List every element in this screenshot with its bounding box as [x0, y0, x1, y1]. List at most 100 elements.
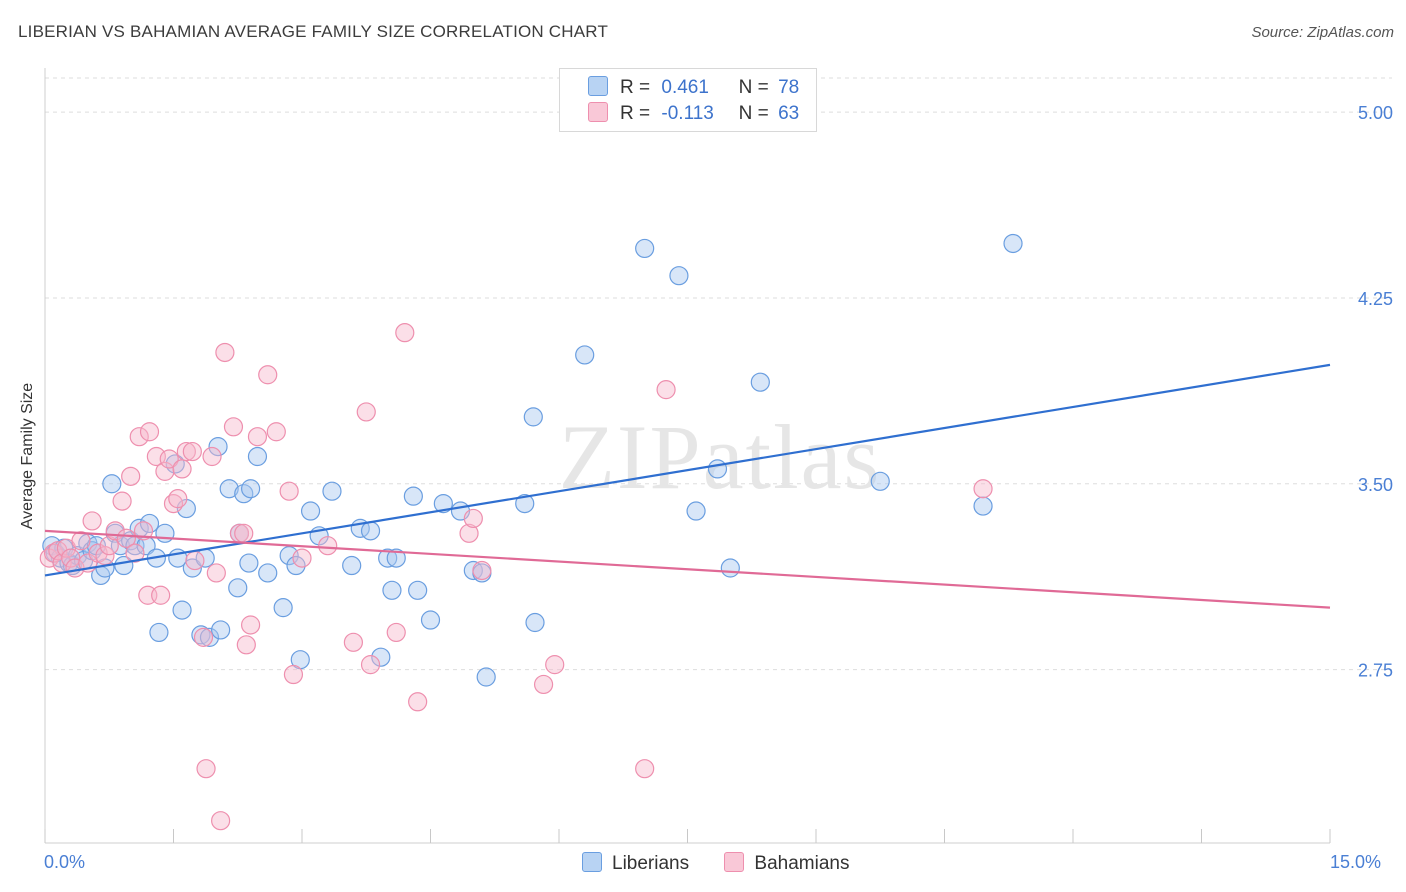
bahamians-point	[343, 632, 363, 652]
liberians-point	[525, 612, 545, 633]
y-tick-label: 2.75	[1358, 661, 1393, 681]
bahamians-point	[234, 523, 254, 543]
bahamians-point	[223, 417, 244, 437]
bahamians-point	[172, 459, 192, 479]
liberians-point	[476, 667, 496, 687]
legend-row-liberians: R = 0.461 N = 78	[588, 76, 799, 100]
bahamians-point	[360, 655, 381, 675]
legend-item-bahamians[interactable]: Bahamians	[724, 852, 849, 875]
bahamians-point	[386, 622, 406, 643]
chart-title: LIBERIAN VS BAHAMIAN AVERAGE FAMILY SIZE…	[18, 22, 609, 41]
liberians-point	[750, 372, 770, 392]
liberians-point	[172, 600, 192, 620]
bahamians-point	[318, 536, 338, 556]
liberians-point	[707, 459, 728, 479]
liberians-point	[686, 501, 706, 521]
bahamians-point	[185, 550, 205, 571]
bahamians-point	[116, 528, 136, 548]
y-tick-label: 4.25	[1358, 289, 1393, 309]
liberians-point	[635, 238, 655, 259]
bahamians-point	[151, 585, 171, 605]
bahamians-n-value: 63	[778, 103, 800, 124]
liberians-point	[669, 266, 689, 286]
bahamians-point	[283, 664, 304, 685]
bahamians-point	[202, 446, 222, 467]
bahamians-point	[258, 365, 278, 385]
liberians-point	[720, 558, 740, 578]
liberians-legend-swatch	[582, 852, 602, 872]
liberians-point	[360, 521, 381, 541]
bahamians-point	[472, 560, 492, 581]
y-axis-label: Average Family Size	[19, 382, 36, 530]
liberians-point	[149, 622, 169, 643]
watermark: ZIPatlas	[559, 406, 882, 508]
gridlines	[45, 77, 1392, 671]
liberians-point	[371, 647, 391, 667]
bahamians-point	[139, 422, 160, 442]
y-tick-label: 5.00	[1358, 103, 1393, 123]
bahamians-point	[129, 427, 149, 447]
liberians-trend-line	[44, 363, 1331, 577]
trend-lines	[44, 363, 1331, 609]
liberians-point	[102, 474, 122, 494]
x-tick-label-max: 15.0%	[1330, 852, 1382, 872]
liberians-point	[199, 627, 220, 647]
liberians-n-value: 78	[778, 77, 800, 98]
bahamians-point	[121, 466, 141, 486]
bahamians-point	[236, 635, 256, 655]
legend-item-liberians[interactable]: Liberians	[582, 852, 689, 875]
bahamians-point	[71, 531, 91, 551]
liberians-point	[300, 501, 321, 521]
liberians-point	[228, 578, 248, 598]
bahamians-point	[545, 655, 565, 675]
liberians-point	[241, 479, 261, 499]
liberians-point	[208, 437, 228, 457]
liberians-point	[182, 558, 202, 578]
liberians-point	[211, 620, 231, 640]
liberians-point	[382, 580, 402, 600]
series-legend: Liberians Bahamians	[582, 852, 879, 875]
liberians-point	[273, 598, 293, 618]
bahamians-point	[463, 508, 483, 529]
liberians-point	[155, 523, 175, 543]
bahamians-point	[82, 511, 102, 531]
bahamians-legend-swatch	[724, 852, 745, 872]
bahamians-point	[196, 759, 216, 779]
bahamians-point	[176, 441, 196, 462]
y-tick-label: 3.50	[1358, 475, 1393, 495]
x-tick-label-min: 0.0%	[44, 852, 86, 872]
bahamians-point	[125, 543, 145, 563]
y-tick-labels: 2.75 3.50 4.25 5.00	[1358, 103, 1393, 680]
bahamians-point	[193, 627, 214, 647]
liberians-point	[420, 610, 441, 630]
liberians-point	[515, 493, 535, 514]
bahamians-point	[182, 441, 202, 462]
liberians-point	[247, 446, 268, 467]
liberians-point	[523, 407, 543, 427]
bahamians-point	[635, 759, 655, 779]
liberians-point	[1003, 233, 1023, 254]
bahamians-point	[168, 489, 188, 509]
bahamians-point	[656, 380, 676, 400]
bahamians-point	[292, 548, 312, 568]
liberians-swatch	[588, 76, 608, 96]
bahamians-point	[356, 402, 376, 422]
bahamians-point	[133, 521, 154, 541]
liberians-point	[575, 345, 595, 365]
liberians-point	[870, 471, 890, 491]
bahamians-point	[395, 323, 415, 343]
liberians-point	[433, 493, 453, 514]
bahamians-swatch	[588, 102, 608, 122]
bahamians-point	[99, 536, 119, 556]
source-label: Source: ZipAtlas.com	[1251, 24, 1394, 41]
legend-row-bahamians: R = -0.113 N = 63	[588, 102, 799, 126]
bahamians-point	[206, 563, 226, 583]
bahamians-point	[112, 491, 132, 511]
bahamians-point	[533, 674, 554, 695]
bahamians-point	[279, 481, 299, 501]
bahamians-point	[408, 692, 428, 712]
liberians-point	[403, 486, 423, 506]
liberians-point	[386, 548, 406, 568]
bahamians-point	[459, 523, 479, 543]
liberians-point	[219, 479, 239, 499]
